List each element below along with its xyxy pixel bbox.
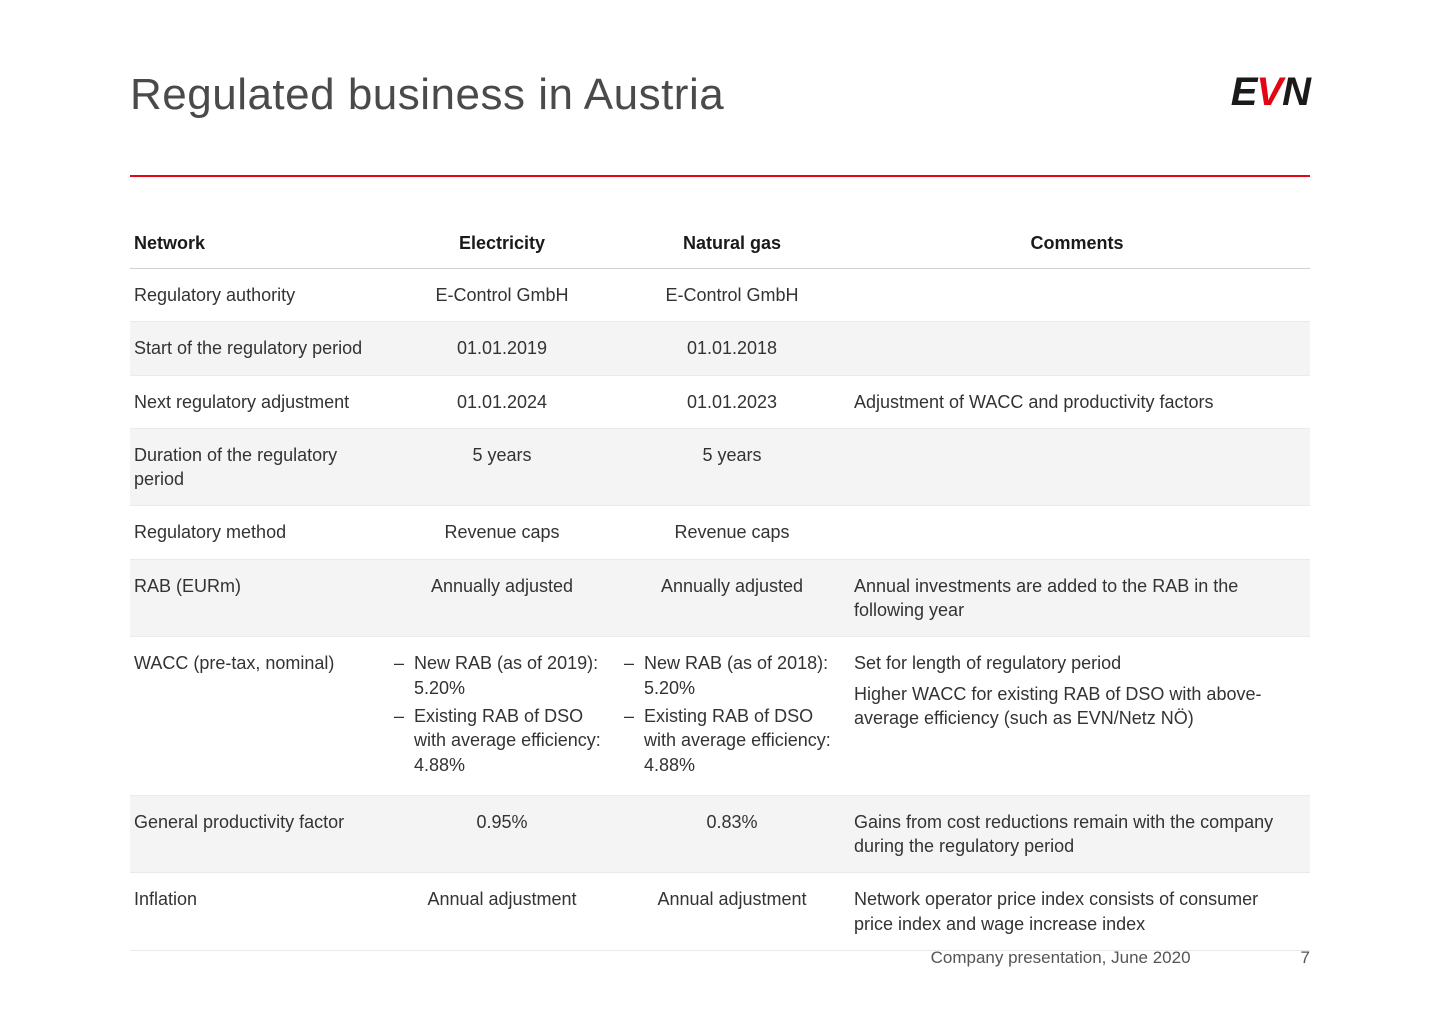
col-header-electricity: Electricity	[390, 219, 620, 269]
dash-icon: –	[624, 704, 634, 777]
cell-comment	[850, 506, 1310, 559]
table-header-row: Network Electricity Natural gas Comments	[130, 219, 1310, 269]
footer-text: Company presentation, June 2020	[931, 948, 1191, 968]
bullet-text: New RAB (as of 2018): 5.20%	[644, 651, 840, 700]
cell-gas: –New RAB (as of 2018): 5.20%–Existing RA…	[620, 637, 850, 795]
table-row: WACC (pre-tax, nominal)–New RAB (as of 2…	[130, 637, 1310, 795]
cell-electricity: 0.95%	[390, 795, 620, 873]
cell-electricity: E-Control GmbH	[390, 269, 620, 322]
red-divider	[130, 175, 1310, 177]
cell-comment	[850, 428, 1310, 506]
row-label: Start of the regulatory period	[130, 322, 390, 375]
table-row: General productivity factor0.95%0.83%Gai…	[130, 795, 1310, 873]
page-number: 7	[1301, 948, 1310, 968]
table-row: Regulatory methodRevenue capsRevenue cap…	[130, 506, 1310, 559]
cell-gas: Annually adjusted	[620, 559, 850, 637]
cell-gas: Revenue caps	[620, 506, 850, 559]
row-label: Regulatory authority	[130, 269, 390, 322]
cell-gas: E-Control GmbH	[620, 269, 850, 322]
cell-comment	[850, 322, 1310, 375]
cell-electricity: 01.01.2024	[390, 375, 620, 428]
cell-gas: 0.83%	[620, 795, 850, 873]
cell-comment: Adjustment of WACC and productivity fact…	[850, 375, 1310, 428]
bullet-text: New RAB (as of 2019): 5.20%	[414, 651, 610, 700]
cell-gas: Annual adjustment	[620, 873, 850, 951]
row-label: General productivity factor	[130, 795, 390, 873]
cell-electricity: Annually adjusted	[390, 559, 620, 637]
row-label: Next regulatory adjustment	[130, 375, 390, 428]
cell-comment: Gains from cost reductions remain with t…	[850, 795, 1310, 873]
header: Regulated business in Austria E V N	[130, 70, 1310, 120]
cell-electricity: 01.01.2019	[390, 322, 620, 375]
comment-line: Higher WACC for existing RAB of DSO with…	[854, 682, 1300, 731]
dash-icon: –	[624, 651, 634, 700]
cell-comment: Set for length of regulatory period Highe…	[850, 637, 1310, 795]
row-label: RAB (EURm)	[130, 559, 390, 637]
regulatory-table: Network Electricity Natural gas Comments…	[130, 219, 1310, 951]
cell-comment: Annual investments are added to the RAB …	[850, 559, 1310, 637]
bullet-text: Existing RAB of DSO with average efficie…	[644, 704, 840, 777]
slide: Regulated business in Austria E V N Netw…	[0, 0, 1440, 1018]
comment-line: Set for length of regulatory period	[854, 651, 1300, 675]
logo-letter-e: E	[1231, 70, 1257, 115]
page-title: Regulated business in Austria	[130, 70, 724, 120]
logo-letter-v: V	[1256, 70, 1282, 115]
col-header-comments: Comments	[850, 219, 1310, 269]
col-header-network: Network	[130, 219, 390, 269]
row-label: Regulatory method	[130, 506, 390, 559]
row-label: Duration of the regulatory period	[130, 428, 390, 506]
table-body: Regulatory authorityE-Control GmbHE-Cont…	[130, 269, 1310, 951]
evn-logo: E V N	[1231, 70, 1310, 115]
col-header-gas: Natural gas	[620, 219, 850, 269]
footer: Company presentation, June 2020 7	[130, 948, 1310, 968]
dash-icon: –	[394, 651, 404, 700]
cell-electricity: Annual adjustment	[390, 873, 620, 951]
cell-electricity: –New RAB (as of 2019): 5.20%–Existing RA…	[390, 637, 620, 795]
cell-gas: 5 years	[620, 428, 850, 506]
logo-letter-n: N	[1282, 70, 1310, 115]
row-label: WACC (pre-tax, nominal)	[130, 637, 390, 795]
cell-electricity: 5 years	[390, 428, 620, 506]
table-row: InflationAnnual adjustmentAnnual adjustm…	[130, 873, 1310, 951]
bullet-text: Existing RAB of DSO with average efficie…	[414, 704, 610, 777]
dash-icon: –	[394, 704, 404, 777]
cell-comment	[850, 269, 1310, 322]
cell-electricity: Revenue caps	[390, 506, 620, 559]
table-row: RAB (EURm)Annually adjustedAnnually adju…	[130, 559, 1310, 637]
row-label: Inflation	[130, 873, 390, 951]
cell-comment: Network operator price index consists of…	[850, 873, 1310, 951]
cell-gas: 01.01.2023	[620, 375, 850, 428]
table-row: Next regulatory adjustment01.01.202401.0…	[130, 375, 1310, 428]
table-row: Regulatory authorityE-Control GmbHE-Cont…	[130, 269, 1310, 322]
cell-gas: 01.01.2018	[620, 322, 850, 375]
table-row: Start of the regulatory period01.01.2019…	[130, 322, 1310, 375]
table-row: Duration of the regulatory period5 years…	[130, 428, 1310, 506]
